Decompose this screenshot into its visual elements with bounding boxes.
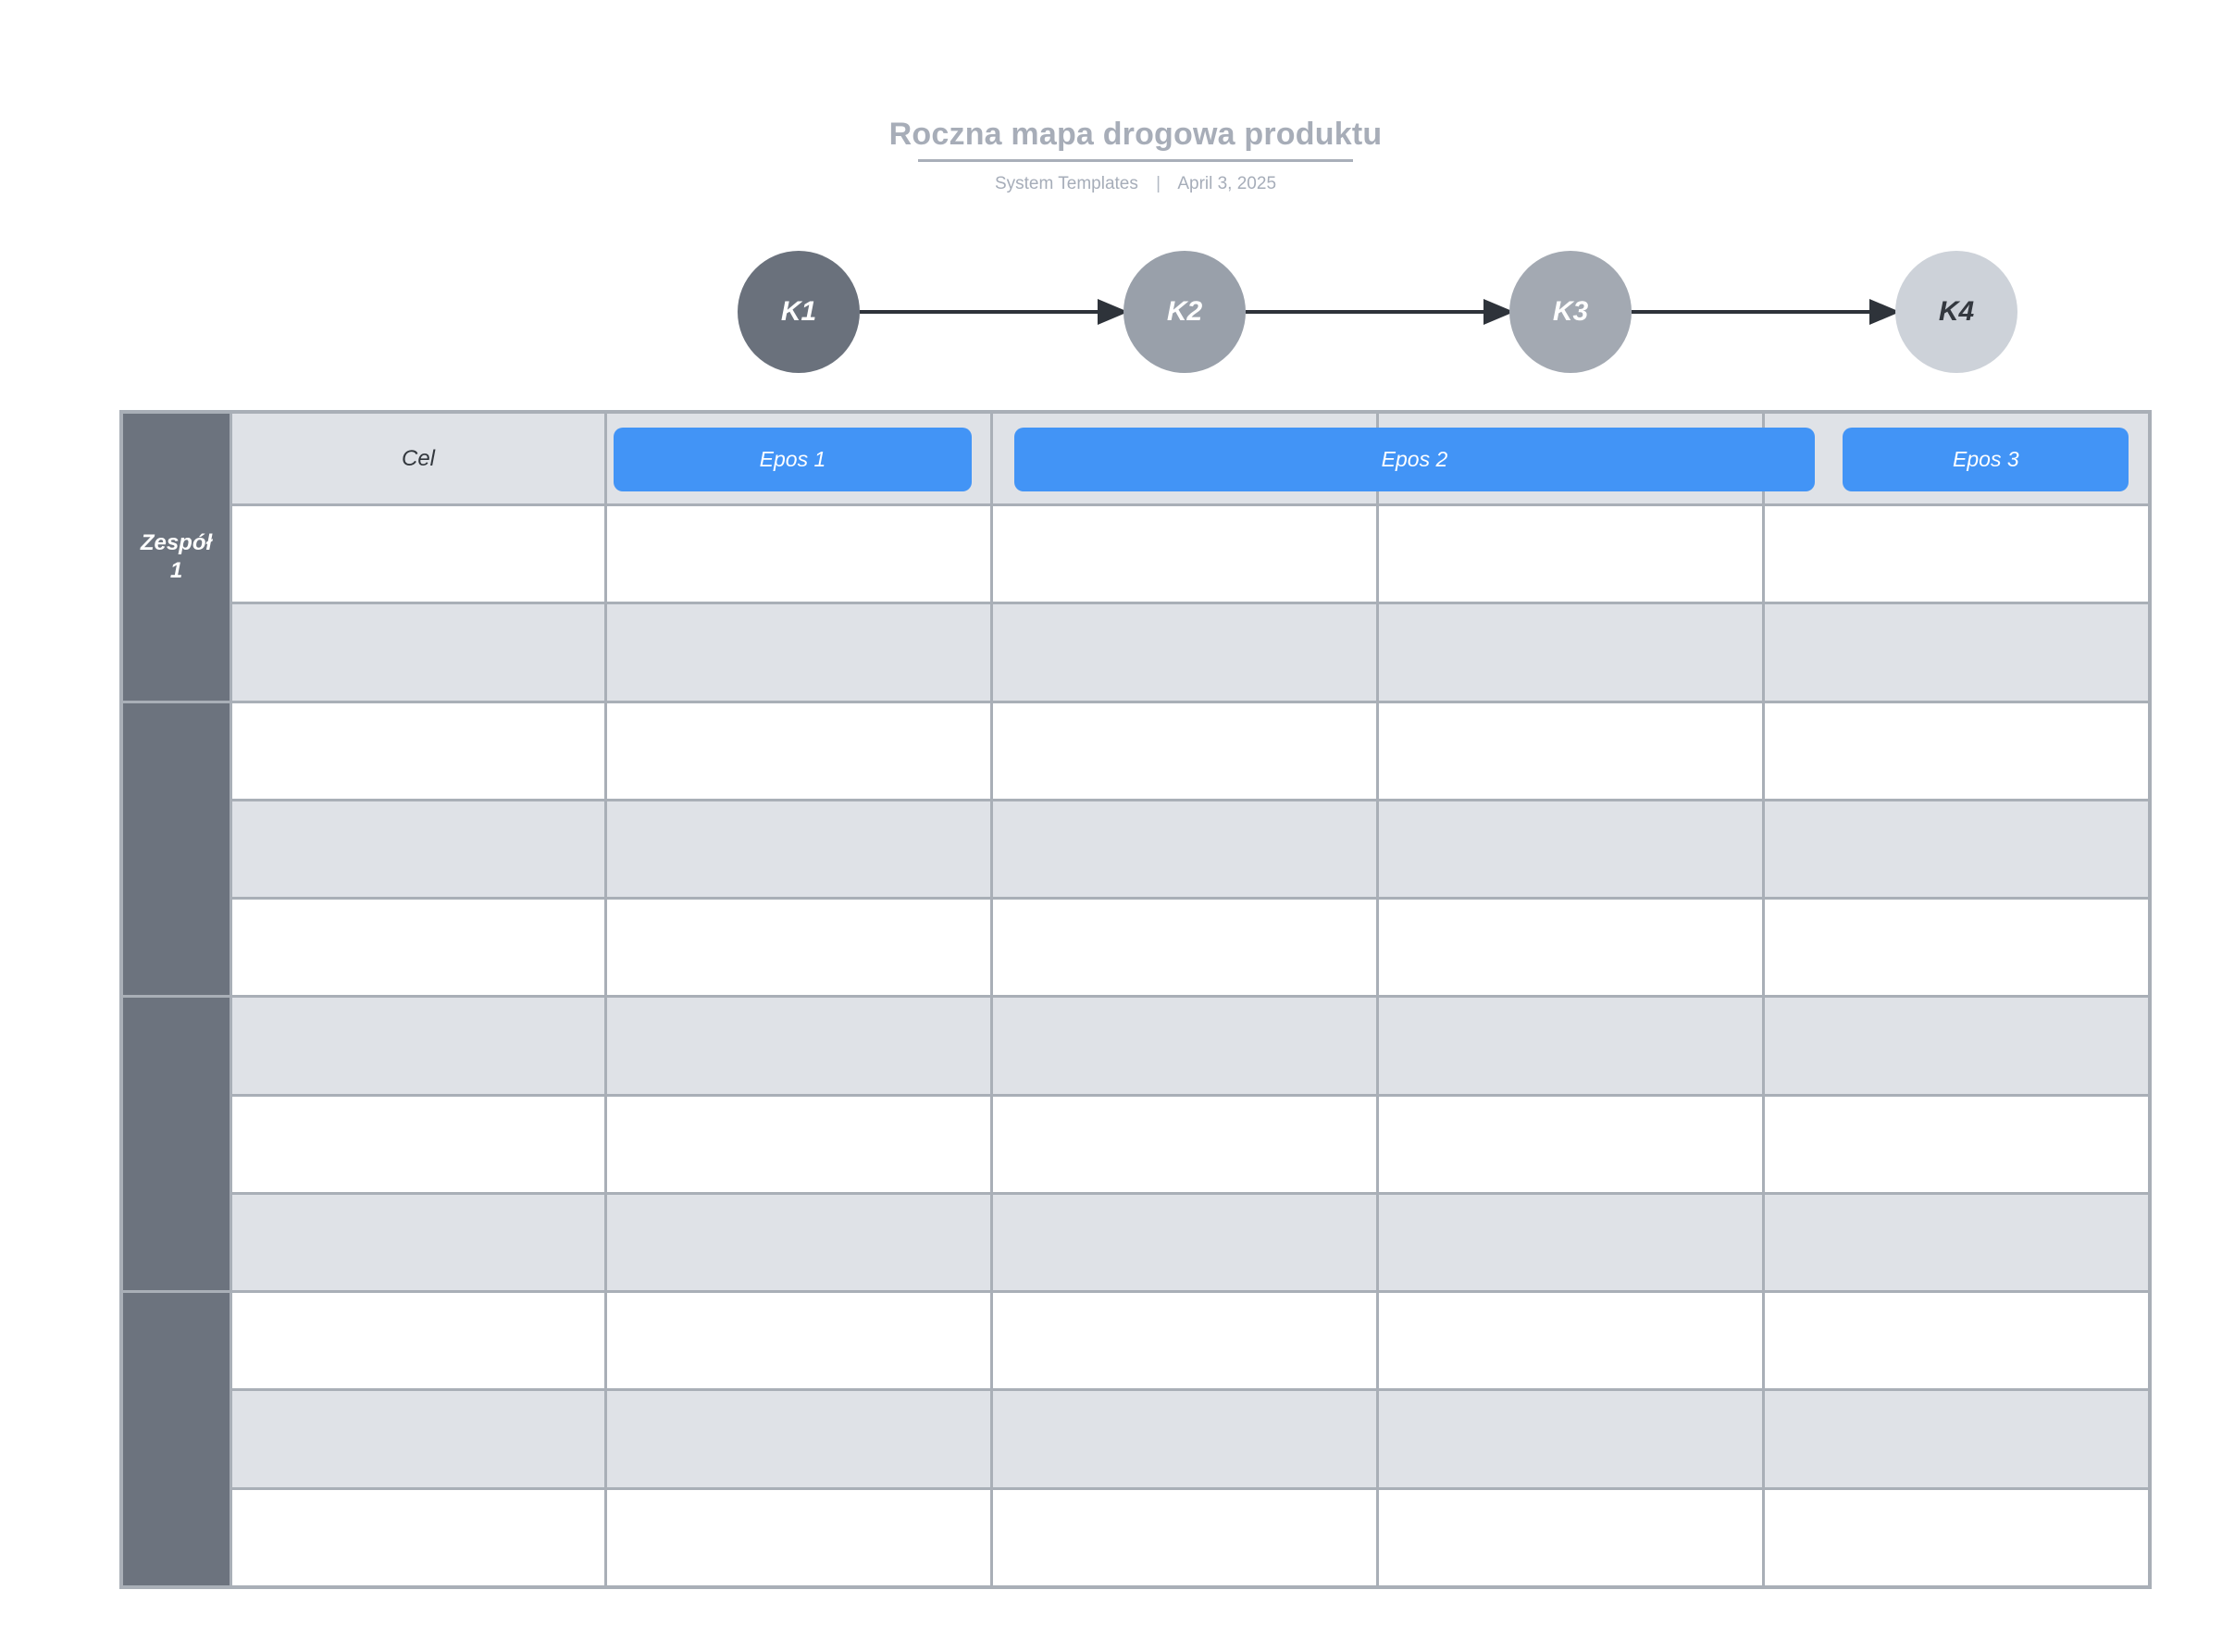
subtitle-date: April 3, 2025 xyxy=(1177,174,1277,193)
table-cell[interactable] xyxy=(232,801,604,898)
epics-overlay: Epos 1 Epos 2 Epos 3 xyxy=(607,414,2148,503)
milestone-circle-k2[interactable]: K2 xyxy=(1123,251,1246,373)
flow-arrows xyxy=(860,298,1901,326)
table-cell[interactable] xyxy=(1765,1194,2148,1291)
table-cell[interactable] xyxy=(993,604,1376,701)
subtitle-separator: | xyxy=(1156,174,1161,193)
table-cell[interactable] xyxy=(232,1391,604,1487)
table-cell[interactable] xyxy=(1379,702,1762,799)
quarter-flow-diagram: K1 K2 K3 K4 xyxy=(119,236,2152,393)
table-cell[interactable] xyxy=(1379,801,1762,898)
table-cell[interactable] xyxy=(607,1194,990,1291)
table-cell[interactable] xyxy=(607,604,990,701)
page-subtitle: System Templates | April 3, 2025 xyxy=(119,174,2152,194)
table-cell[interactable] xyxy=(232,702,604,799)
table-cell[interactable] xyxy=(993,1489,1376,1585)
table-cell[interactable] xyxy=(993,900,1376,996)
table-cell[interactable] xyxy=(1379,604,1762,701)
table-cell[interactable] xyxy=(993,801,1376,898)
milestone-circle-k3[interactable]: K3 xyxy=(1509,251,1632,373)
table-cell[interactable] xyxy=(1379,1293,1762,1389)
team-block-4[interactable] xyxy=(123,1293,230,1585)
table-cell[interactable] xyxy=(232,604,604,701)
epic-bar-3[interactable]: Epos 3 xyxy=(1843,427,2129,492)
table-cell[interactable] xyxy=(1765,1096,2148,1192)
table-cell[interactable] xyxy=(607,1391,990,1487)
table-cell[interactable] xyxy=(993,1096,1376,1192)
goal-header-label: Cel xyxy=(401,445,435,471)
table-cell[interactable] xyxy=(1379,900,1762,996)
table-cell[interactable] xyxy=(607,998,990,1094)
table-cell[interactable] xyxy=(232,998,604,1094)
table-cell[interactable] xyxy=(1379,1489,1762,1585)
table-cell[interactable] xyxy=(607,1489,990,1585)
subtitle-author: System Templates xyxy=(994,174,1138,193)
title-underline xyxy=(918,159,1353,162)
goal-column-header[interactable]: Cel xyxy=(232,414,604,503)
table-cell[interactable] xyxy=(232,1489,604,1585)
table-cell[interactable] xyxy=(232,506,604,602)
table-cell[interactable] xyxy=(607,1293,990,1389)
table-cell[interactable] xyxy=(1765,506,2148,602)
arrow-head-k3-k4 xyxy=(1869,298,1901,326)
arrow-head-k2-k3 xyxy=(1483,298,1515,326)
table-cell[interactable] xyxy=(607,900,990,996)
milestone-label: K1 xyxy=(780,296,817,327)
epic-label: Epos 1 xyxy=(759,446,826,471)
page-header: Roczna mapa drogowa produktu System Temp… xyxy=(119,117,2152,194)
epic-bar-1[interactable]: Epos 1 xyxy=(613,427,972,492)
table-cell[interactable] xyxy=(1765,900,2148,996)
table-cell[interactable] xyxy=(1765,801,2148,898)
table-cell[interactable] xyxy=(993,506,1376,602)
table-cell[interactable] xyxy=(1379,1194,1762,1291)
table-cell[interactable] xyxy=(1765,1293,2148,1389)
table-cell[interactable] xyxy=(1379,1391,1762,1487)
table-cell[interactable] xyxy=(232,1096,604,1192)
table-cell[interactable] xyxy=(1379,1096,1762,1192)
table-cell[interactable] xyxy=(1765,1489,2148,1585)
milestone-label: K3 xyxy=(1552,296,1589,327)
table-cell[interactable] xyxy=(993,1293,1376,1389)
table-cell[interactable] xyxy=(607,1096,990,1192)
table-cell[interactable] xyxy=(232,900,604,996)
table-cell[interactable] xyxy=(993,1194,1376,1291)
page-title: Roczna mapa drogowa produktu xyxy=(888,117,1383,152)
milestone-circle-k4[interactable]: K4 xyxy=(1895,251,2017,373)
table-cell[interactable] xyxy=(232,1194,604,1291)
table-cell[interactable] xyxy=(993,702,1376,799)
table-cell[interactable] xyxy=(607,506,990,602)
table-cell[interactable] xyxy=(607,702,990,799)
milestone-circle-k1[interactable]: K1 xyxy=(738,251,860,373)
table-cell[interactable] xyxy=(1765,702,2148,799)
team-block-1[interactable]: Zespół 1 xyxy=(123,414,230,701)
epic-label: Epos 3 xyxy=(1953,446,2019,471)
epic-bar-2[interactable]: Epos 2 xyxy=(1013,427,1816,492)
table-cell[interactable] xyxy=(607,801,990,898)
arrow-head-k1-k2 xyxy=(1098,298,1129,326)
table-cell[interactable] xyxy=(1379,506,1762,602)
table-cell[interactable] xyxy=(232,1293,604,1389)
table-cell[interactable] xyxy=(993,1391,1376,1487)
table-cell[interactable] xyxy=(1765,604,2148,701)
team-label: Zespół 1 xyxy=(140,529,213,583)
roadmap-grid: Cel Epos 1 Epos 2 Epos 3 Zespół 1 xyxy=(123,414,2148,1585)
milestone-label: K4 xyxy=(1938,296,1975,327)
epic-label: Epos 2 xyxy=(1381,446,1448,471)
team-block-2[interactable] xyxy=(123,702,230,996)
milestone-label: K2 xyxy=(1166,296,1203,327)
team-block-3[interactable] xyxy=(123,998,230,1291)
table-cell[interactable] xyxy=(1379,998,1762,1094)
roadmap-table: Cel Epos 1 Epos 2 Epos 3 Zespół 1 xyxy=(119,410,2152,1589)
table-cell[interactable] xyxy=(1765,998,2148,1094)
table-cell[interactable] xyxy=(993,998,1376,1094)
table-cell[interactable] xyxy=(1765,1391,2148,1487)
